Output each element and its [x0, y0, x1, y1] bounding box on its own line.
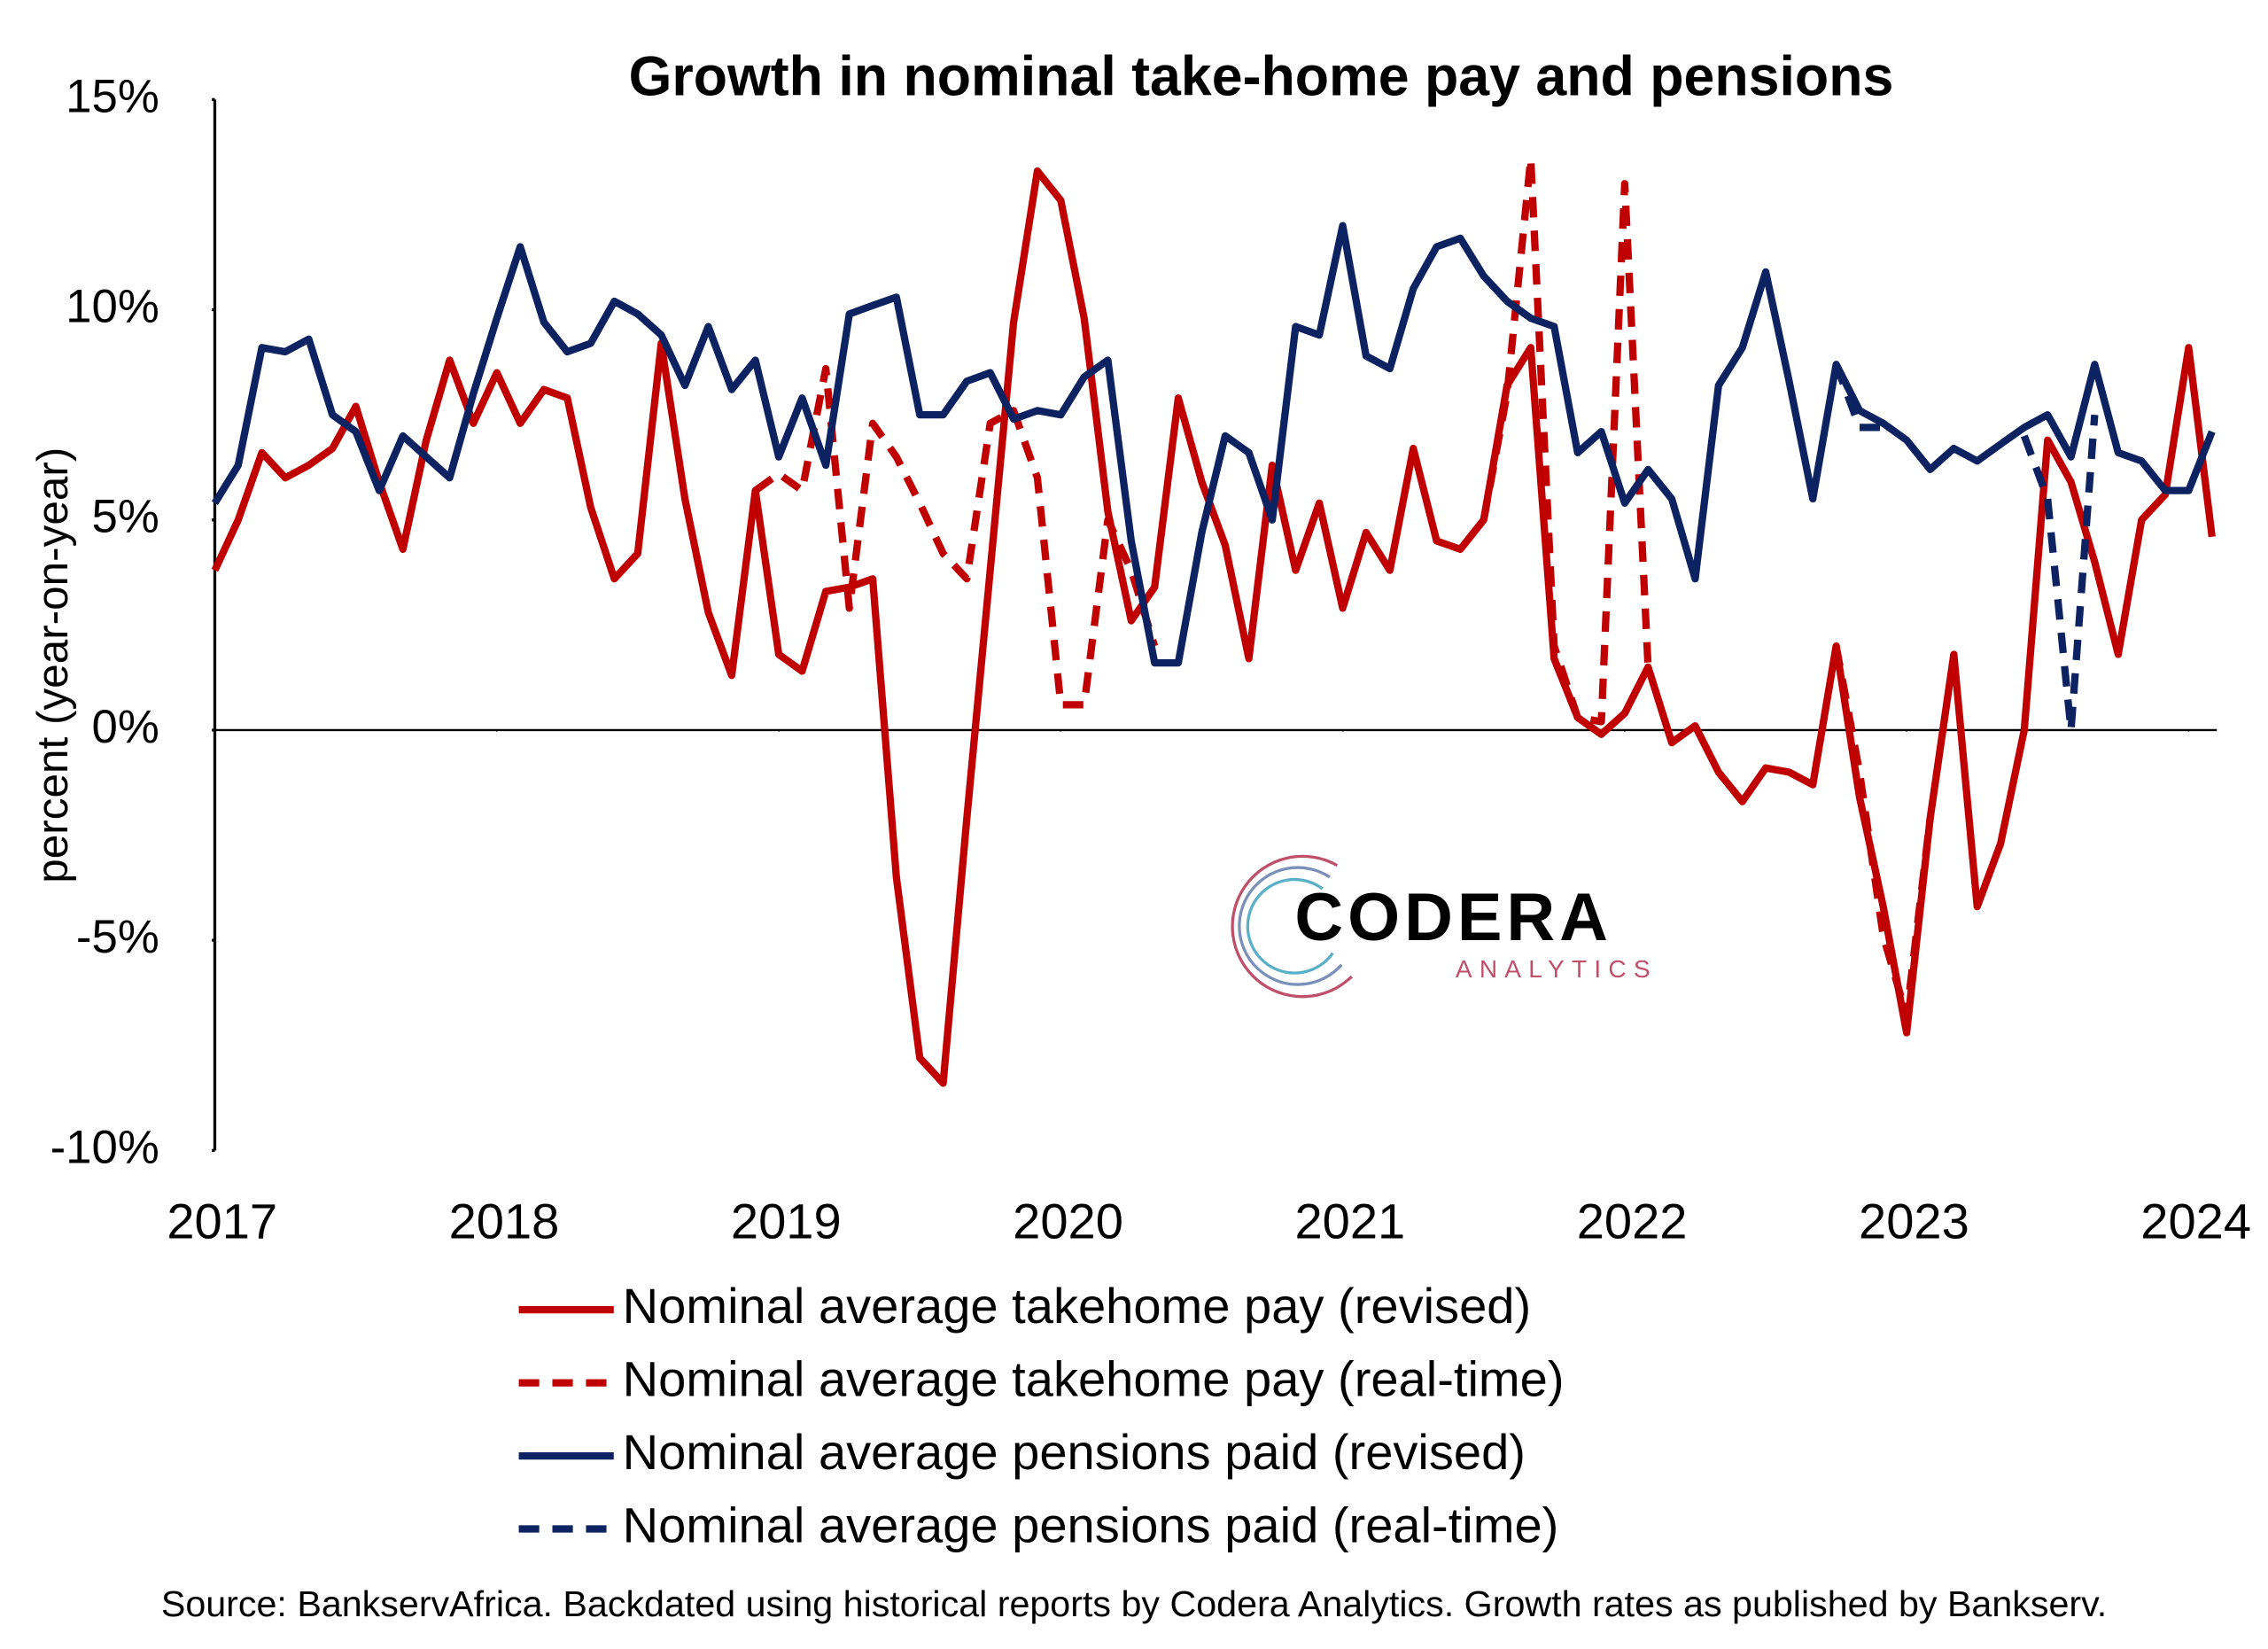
logo-arc — [1231, 854, 1353, 999]
y-axis-label: percent (year-on-year) — [28, 447, 77, 883]
y-tick-label: 10% — [66, 280, 159, 332]
x-tick-label: 2017 — [167, 1193, 277, 1248]
x-tick-label: 2018 — [449, 1193, 560, 1248]
legend-label: Nominal average takehome pay (revised) — [623, 1278, 1531, 1334]
chart-title: Growth in nominal take-home pay and pens… — [629, 45, 1894, 107]
series-line — [211, 222, 2216, 667]
legend-label: Nominal average pensions paid (revised) — [623, 1424, 1526, 1480]
logo-arc — [1246, 877, 1334, 975]
x-tick-label: 2019 — [731, 1193, 842, 1248]
x-tick-label: 2020 — [1013, 1193, 1123, 1248]
y-tick-label: -5% — [76, 911, 159, 963]
x-tick-label: 2023 — [1859, 1193, 1969, 1248]
logo — [1231, 854, 1353, 999]
y-tick-label: 0% — [92, 701, 159, 753]
logo-arc — [1238, 866, 1343, 986]
y-tick-label: 15% — [66, 70, 159, 122]
source-note: Source: BankservAfrica. Backdated using … — [161, 1583, 2107, 1624]
logo-text: CODERA — [1294, 880, 1612, 955]
series-line — [753, 154, 1934, 1020]
legend-label: Nominal average takehome pay (real-time) — [623, 1350, 1565, 1406]
legend-label: Nominal average pensions paid (real-time… — [623, 1497, 1559, 1552]
y-tick-label: 5% — [92, 491, 159, 543]
x-tick-label: 2021 — [1294, 1193, 1405, 1248]
x-tick-label: 2022 — [1577, 1193, 1688, 1248]
y-tick-label: -10% — [50, 1121, 159, 1173]
x-tick-label: 2024 — [2140, 1193, 2251, 1248]
series-line — [1832, 362, 2099, 735]
logo-subtext: ANALYTICS — [1456, 955, 1658, 983]
